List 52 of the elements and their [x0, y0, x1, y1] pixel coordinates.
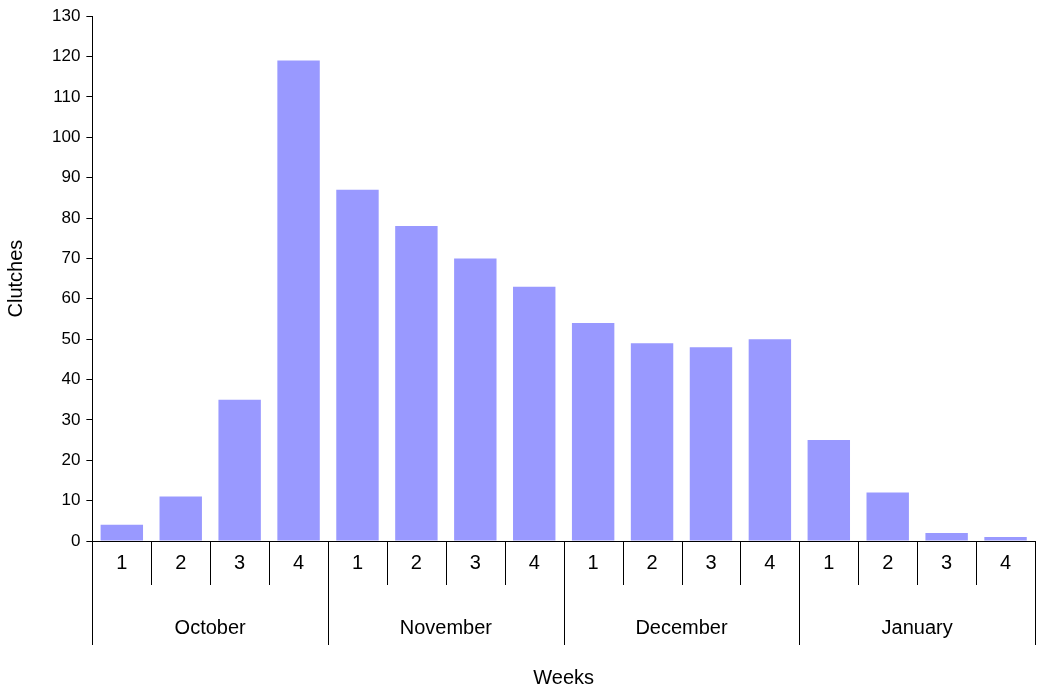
bar	[984, 536, 1027, 541]
bar	[159, 496, 202, 541]
y-tick-label: 30	[61, 409, 81, 429]
bar	[571, 323, 615, 541]
x-tick-label: 3	[469, 550, 481, 573]
bar	[218, 399, 261, 541]
text: January	[881, 615, 953, 638]
y-tick-label: 50	[61, 328, 81, 348]
y-tick-label: 10	[61, 490, 81, 510]
x-tick-label: 3	[941, 550, 953, 573]
y-tick-label: 100	[51, 127, 81, 146]
y-tick-label: 80	[61, 207, 81, 227]
x-tick-label: 4	[528, 550, 540, 573]
bar	[277, 60, 320, 541]
x-tick-label: 1	[823, 550, 835, 573]
y-tick-label: 20	[61, 449, 81, 469]
bar	[100, 524, 144, 541]
y-tick-label: 120	[51, 46, 81, 66]
y-tick-label: 90	[61, 167, 81, 187]
bar	[395, 226, 438, 541]
x-tick-label: 1	[351, 550, 364, 573]
y-tick-label: 60	[61, 288, 81, 308]
x-tick-label: 3	[705, 550, 717, 573]
y-tick-label: 130	[51, 5, 81, 25]
x-tick-label: 3	[234, 550, 246, 573]
text: October	[174, 615, 247, 638]
bar	[807, 440, 851, 541]
x-tick-label: 2	[410, 550, 422, 573]
bar	[748, 339, 792, 541]
bar	[866, 492, 909, 541]
x-axis-title: Weeks	[533, 665, 595, 688]
y-tick-label: 0	[70, 530, 81, 550]
y-axis-title: Clutches	[3, 239, 26, 318]
x-tick-label: 2	[175, 550, 187, 573]
x-tick-label: 2	[882, 550, 894, 573]
bar	[513, 286, 556, 541]
x-tick-label: 1	[116, 550, 128, 573]
text: December	[635, 615, 728, 638]
y-tick-label: 70	[61, 248, 81, 268]
bar	[454, 258, 497, 541]
text: November	[399, 615, 493, 638]
bar	[689, 347, 733, 541]
y-tick-label: 110	[53, 86, 81, 106]
x-tick-label: 4	[764, 550, 776, 573]
x-tick-label: 4	[999, 550, 1012, 573]
bar	[336, 189, 379, 541]
bar	[925, 532, 968, 541]
bar	[630, 343, 674, 541]
x-tick-label: 2	[646, 550, 658, 573]
x-tick-label: 4	[293, 550, 305, 573]
x-tick-label: 1	[587, 550, 599, 573]
y-tick-label: 40	[61, 369, 81, 389]
